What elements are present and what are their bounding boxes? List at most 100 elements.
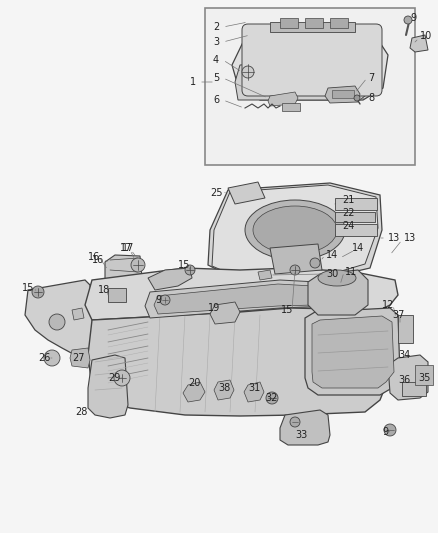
Text: 22: 22 [342, 208, 354, 218]
Bar [330, 18, 348, 28]
Text: 17: 17 [120, 243, 132, 253]
Text: 9: 9 [382, 427, 388, 437]
Polygon shape [88, 308, 390, 416]
Text: 1: 1 [190, 77, 196, 87]
Text: 34: 34 [398, 350, 410, 360]
Text: 28: 28 [75, 407, 87, 417]
Text: 5: 5 [213, 73, 219, 83]
Polygon shape [268, 92, 298, 106]
Text: 27: 27 [72, 353, 85, 363]
Polygon shape [85, 268, 398, 320]
Text: 16: 16 [88, 252, 100, 262]
Polygon shape [244, 382, 264, 402]
Polygon shape [210, 302, 240, 324]
Text: 25: 25 [210, 188, 223, 198]
Text: 14: 14 [326, 250, 338, 260]
Ellipse shape [318, 270, 356, 286]
Bar [305, 18, 323, 28]
Polygon shape [212, 185, 378, 278]
Text: 17: 17 [122, 243, 134, 253]
Polygon shape [410, 35, 428, 52]
Text: 10: 10 [420, 31, 432, 41]
Polygon shape [88, 355, 128, 418]
Polygon shape [280, 410, 330, 445]
Bar [280, 18, 298, 28]
Polygon shape [258, 270, 272, 280]
Text: 36: 36 [398, 375, 410, 385]
Bar [108, 288, 126, 302]
Circle shape [185, 265, 195, 275]
Text: 13: 13 [388, 233, 400, 243]
Circle shape [160, 295, 170, 305]
Circle shape [354, 95, 360, 101]
Polygon shape [208, 183, 382, 280]
Text: 26: 26 [38, 353, 50, 363]
Text: 29: 29 [108, 373, 120, 383]
Polygon shape [148, 268, 192, 290]
Text: 16: 16 [92, 255, 104, 265]
Bar [270, 22, 355, 32]
Bar [335, 224, 377, 236]
Polygon shape [145, 280, 360, 318]
Text: 21: 21 [342, 195, 354, 205]
Circle shape [290, 417, 300, 427]
Text: 6: 6 [213, 95, 219, 105]
Text: 35: 35 [418, 373, 431, 383]
Text: 15: 15 [178, 260, 191, 270]
Bar [282, 103, 300, 111]
Polygon shape [154, 284, 352, 314]
Circle shape [266, 392, 278, 404]
Bar [335, 198, 377, 210]
Polygon shape [305, 308, 400, 395]
Text: 18: 18 [98, 285, 110, 295]
Text: 3: 3 [213, 37, 219, 47]
Text: 2: 2 [213, 22, 219, 32]
Circle shape [49, 314, 65, 330]
Text: 15: 15 [22, 283, 34, 293]
Text: 13: 13 [404, 233, 416, 243]
Polygon shape [183, 382, 205, 402]
Text: 4: 4 [213, 55, 219, 65]
Polygon shape [214, 380, 234, 400]
Text: 31: 31 [248, 383, 260, 393]
Bar [402, 382, 426, 396]
Text: 37: 37 [392, 310, 404, 320]
Circle shape [131, 258, 145, 272]
Text: 38: 38 [218, 383, 230, 393]
Polygon shape [235, 58, 378, 100]
Polygon shape [25, 280, 95, 358]
Polygon shape [228, 182, 265, 204]
Text: 8: 8 [368, 93, 374, 103]
Circle shape [242, 66, 254, 78]
Polygon shape [270, 244, 322, 274]
Circle shape [404, 16, 412, 24]
Text: 9: 9 [410, 13, 416, 23]
Text: 9: 9 [155, 295, 161, 305]
Ellipse shape [253, 206, 337, 254]
Polygon shape [388, 355, 428, 400]
Polygon shape [70, 348, 90, 368]
Bar [205, 8, 415, 165]
Ellipse shape [245, 200, 345, 260]
Text: 33: 33 [295, 430, 307, 440]
Polygon shape [308, 270, 368, 315]
Bar [335, 212, 375, 222]
Bar [398, 315, 413, 343]
Polygon shape [72, 308, 84, 320]
Text: 12: 12 [382, 300, 394, 310]
Text: 14: 14 [352, 243, 364, 253]
Polygon shape [325, 86, 360, 103]
Circle shape [384, 424, 396, 436]
Text: 30: 30 [326, 269, 338, 279]
Text: 15: 15 [281, 305, 293, 315]
Polygon shape [105, 255, 148, 300]
FancyBboxPatch shape [242, 24, 382, 96]
Polygon shape [312, 316, 394, 388]
Text: 7: 7 [368, 73, 374, 83]
Circle shape [114, 370, 130, 386]
Text: 20: 20 [188, 378, 200, 388]
Text: 32: 32 [265, 393, 277, 403]
Bar [415, 365, 433, 385]
Circle shape [44, 350, 60, 366]
Circle shape [290, 265, 300, 275]
